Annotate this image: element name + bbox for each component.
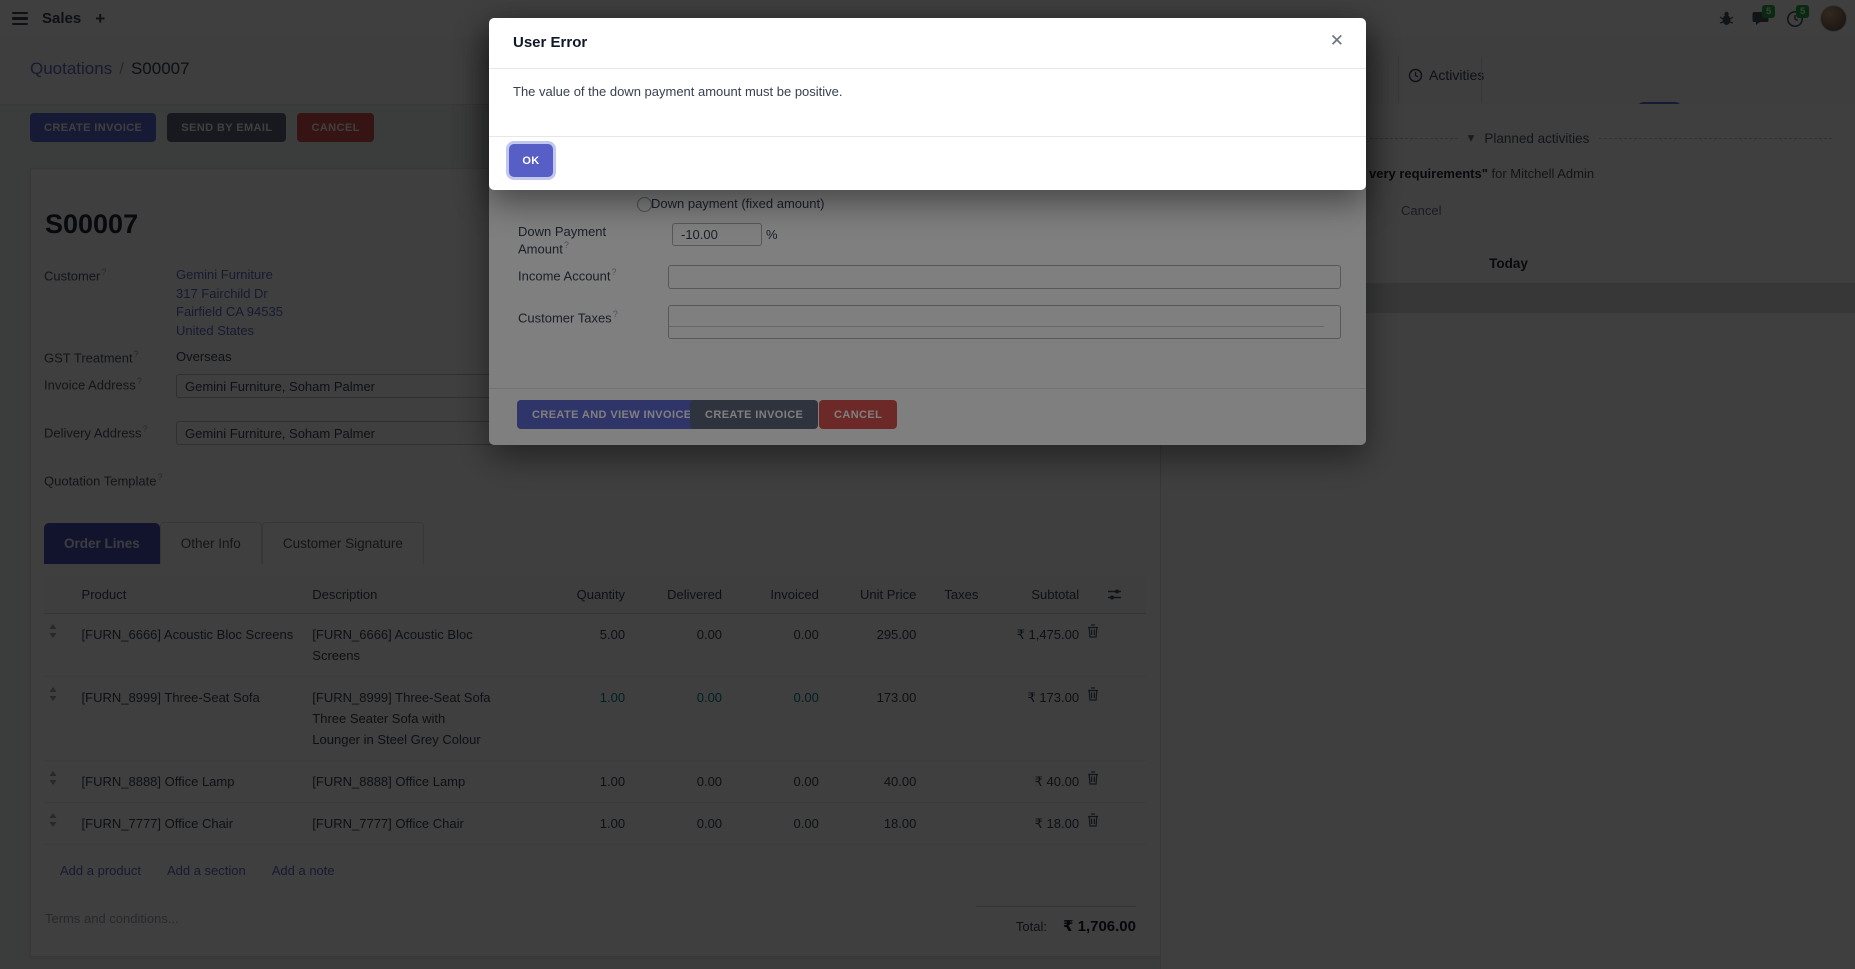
error-message: The value of the down payment amount mus… — [513, 84, 843, 99]
error-modal-header: User Error ✕ — [489, 18, 1366, 69]
ok-button[interactable]: OK — [509, 144, 553, 177]
error-modal-footer: OK — [489, 136, 1366, 191]
user-error-modal: User Error ✕ The value of the down payme… — [489, 18, 1366, 190]
close-icon[interactable]: ✕ — [1329, 31, 1344, 50]
error-modal-title: User Error — [513, 34, 588, 51]
